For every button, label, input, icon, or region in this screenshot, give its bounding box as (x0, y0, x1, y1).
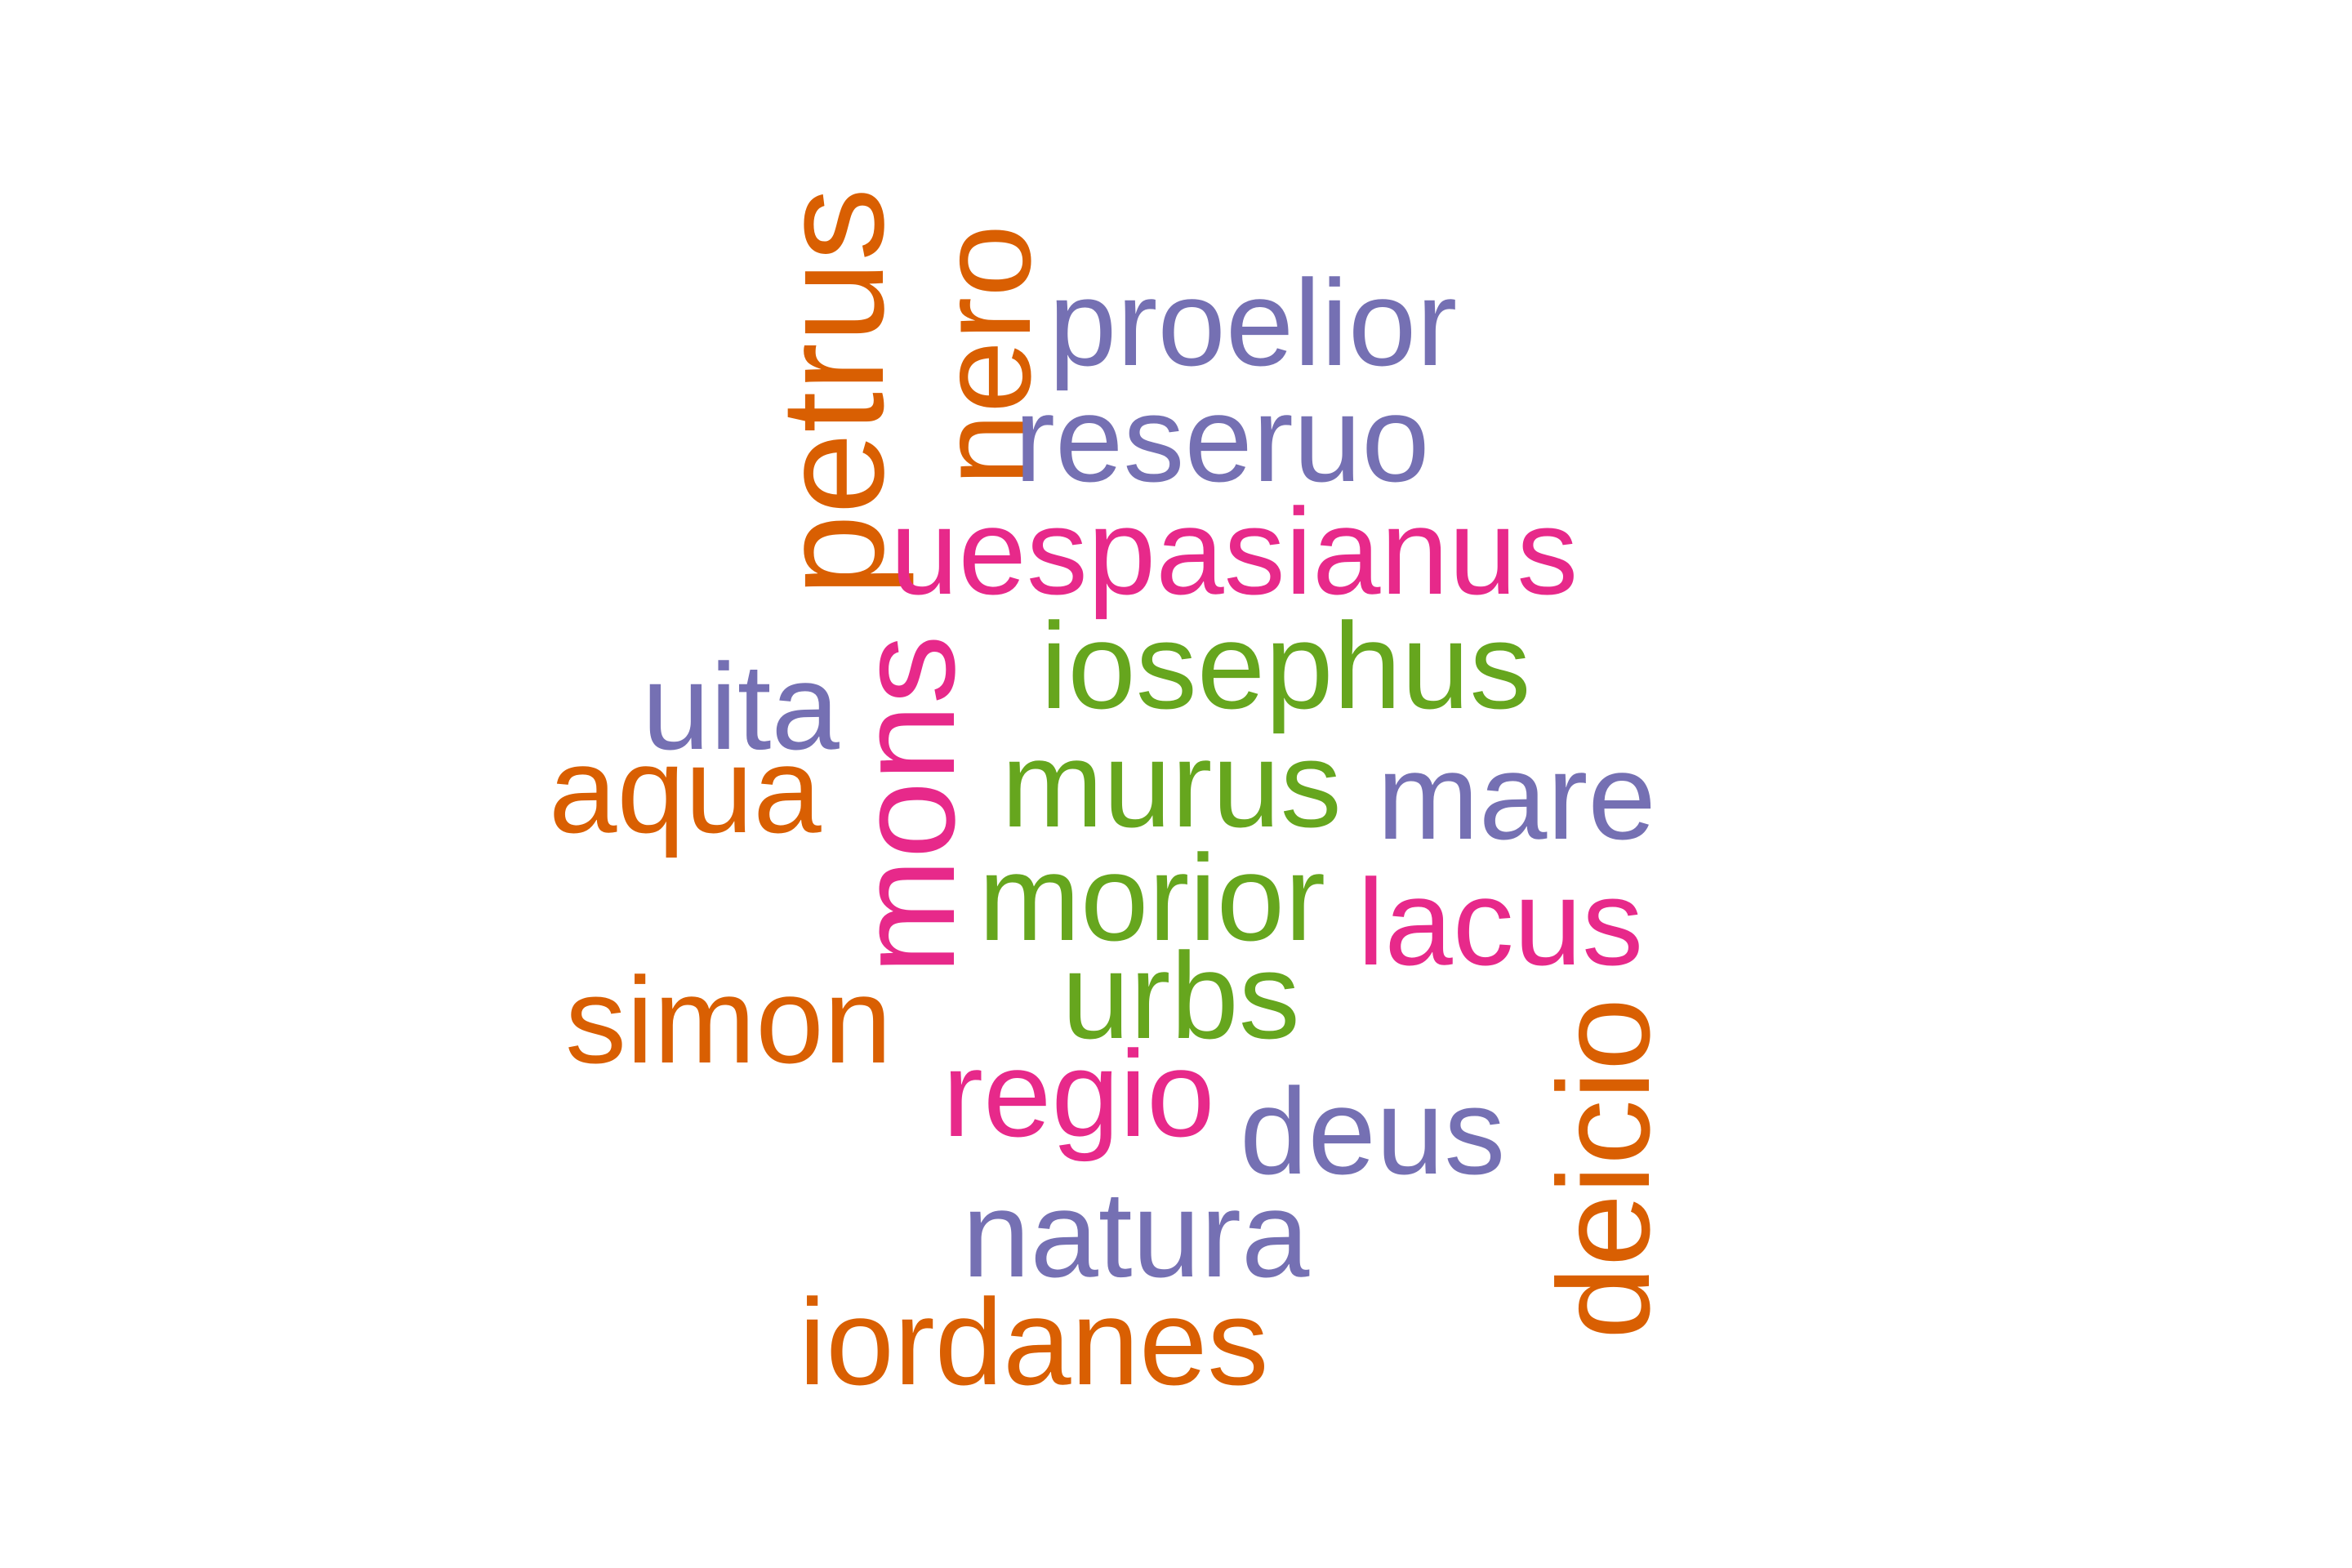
word-petrus: petrus (751, 187, 915, 596)
word-natura: natura (962, 1165, 1310, 1303)
word-morior: morior (978, 829, 1326, 966)
word-deicio: deicio (1530, 997, 1677, 1339)
word-lacus: lacus (1357, 853, 1644, 991)
word-urbs: urbs (1062, 927, 1300, 1064)
word-uita: uita (642, 638, 840, 775)
word-mons: mons (829, 635, 984, 974)
word-aqua: aqua (549, 721, 822, 858)
word-regio: regio (942, 1025, 1215, 1162)
word-iordanes: iordanes (799, 1273, 1269, 1410)
word-simon: simon (565, 951, 893, 1089)
word-reseruo: reseruo (1014, 370, 1430, 507)
word-proelior: proelior (1049, 254, 1458, 391)
word-uespasianus: uespasianus (890, 483, 1579, 620)
word-iosephus: iosephus (1040, 597, 1531, 734)
word-deus: deus (1240, 1062, 1506, 1200)
word-murus: murus (1001, 715, 1342, 853)
word-mare: mare (1377, 728, 1656, 865)
